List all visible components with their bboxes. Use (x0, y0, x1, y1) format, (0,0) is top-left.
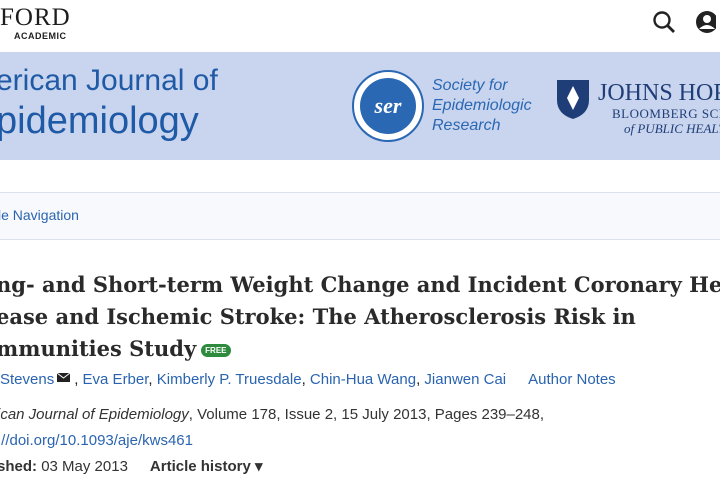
author[interactable]: Kimberly P. Truesdale (156, 371, 302, 388)
published: shed: 03 May 2013 Article history ▾ (0, 457, 262, 475)
doi-link[interactable]: ://doi.org/10.1093/aje/kws461 (0, 432, 193, 449)
article-title-line: ng- and Short-term Weight Change and Inc… (0, 272, 720, 297)
author[interactable]: Eva Erber (82, 371, 149, 388)
article-history[interactable]: Article history ▾ (149, 458, 263, 475)
author[interactable]: Jianwen Cai (424, 371, 507, 388)
published-date: 03 May 2013 (41, 458, 128, 475)
journal-title[interactable]: pidemiology (0, 100, 199, 142)
title-text: mmunities Study (0, 336, 197, 361)
society-line: Epidemiologic (432, 97, 532, 114)
account-head (703, 15, 711, 23)
jhu-name: JOHNS HOP (598, 80, 720, 106)
citation-journal: ican Journal of Epidemiology (0, 406, 189, 423)
society-line: Research (432, 117, 501, 134)
society-name: Society for Epidemiologic Research (432, 76, 532, 136)
search-icon-handle (666, 24, 675, 33)
svg-text:ser: ser (374, 93, 402, 118)
society-line: Society for (432, 77, 508, 94)
citation-details: , Volume 178, Issue 2, 15 July 2013, Pag… (188, 406, 545, 423)
brand[interactable]: FORD (0, 4, 71, 31)
author-notes[interactable]: Author Notes (528, 371, 616, 388)
search-icon[interactable] (653, 11, 671, 29)
jhu-school: BLOOMBERG SCHO (612, 106, 720, 121)
authors: Stevens, Eva Erber, Kimberly P. Truesdal… (0, 371, 616, 388)
header-icons (653, 11, 716, 33)
journal-title[interactable]: erican Journal of (0, 64, 218, 97)
author[interactable]: Chin-Hua Wang (309, 371, 417, 388)
published-label: shed: (0, 458, 38, 475)
author[interactable]: Stevens (0, 371, 55, 388)
ser-logo: ser (352, 70, 424, 142)
jhu-shield (557, 80, 589, 119)
email-icon[interactable] (56, 372, 72, 384)
nav-bar (0, 192, 720, 240)
citation: ican Journal of Epidemiology, Volume 178… (0, 406, 544, 423)
account-body (699, 25, 715, 29)
article-navigation[interactable]: le Navigation (0, 207, 79, 223)
article-title-line: ease and Ischemic Stroke: The Atheroscle… (0, 304, 636, 329)
jhu-school: of PUBLIC HEALT (624, 121, 720, 136)
free-badge: FREE (201, 344, 231, 357)
brand-sub: ACADEMIC (14, 31, 67, 41)
article-title-line: mmunities Study FREE (0, 336, 231, 361)
